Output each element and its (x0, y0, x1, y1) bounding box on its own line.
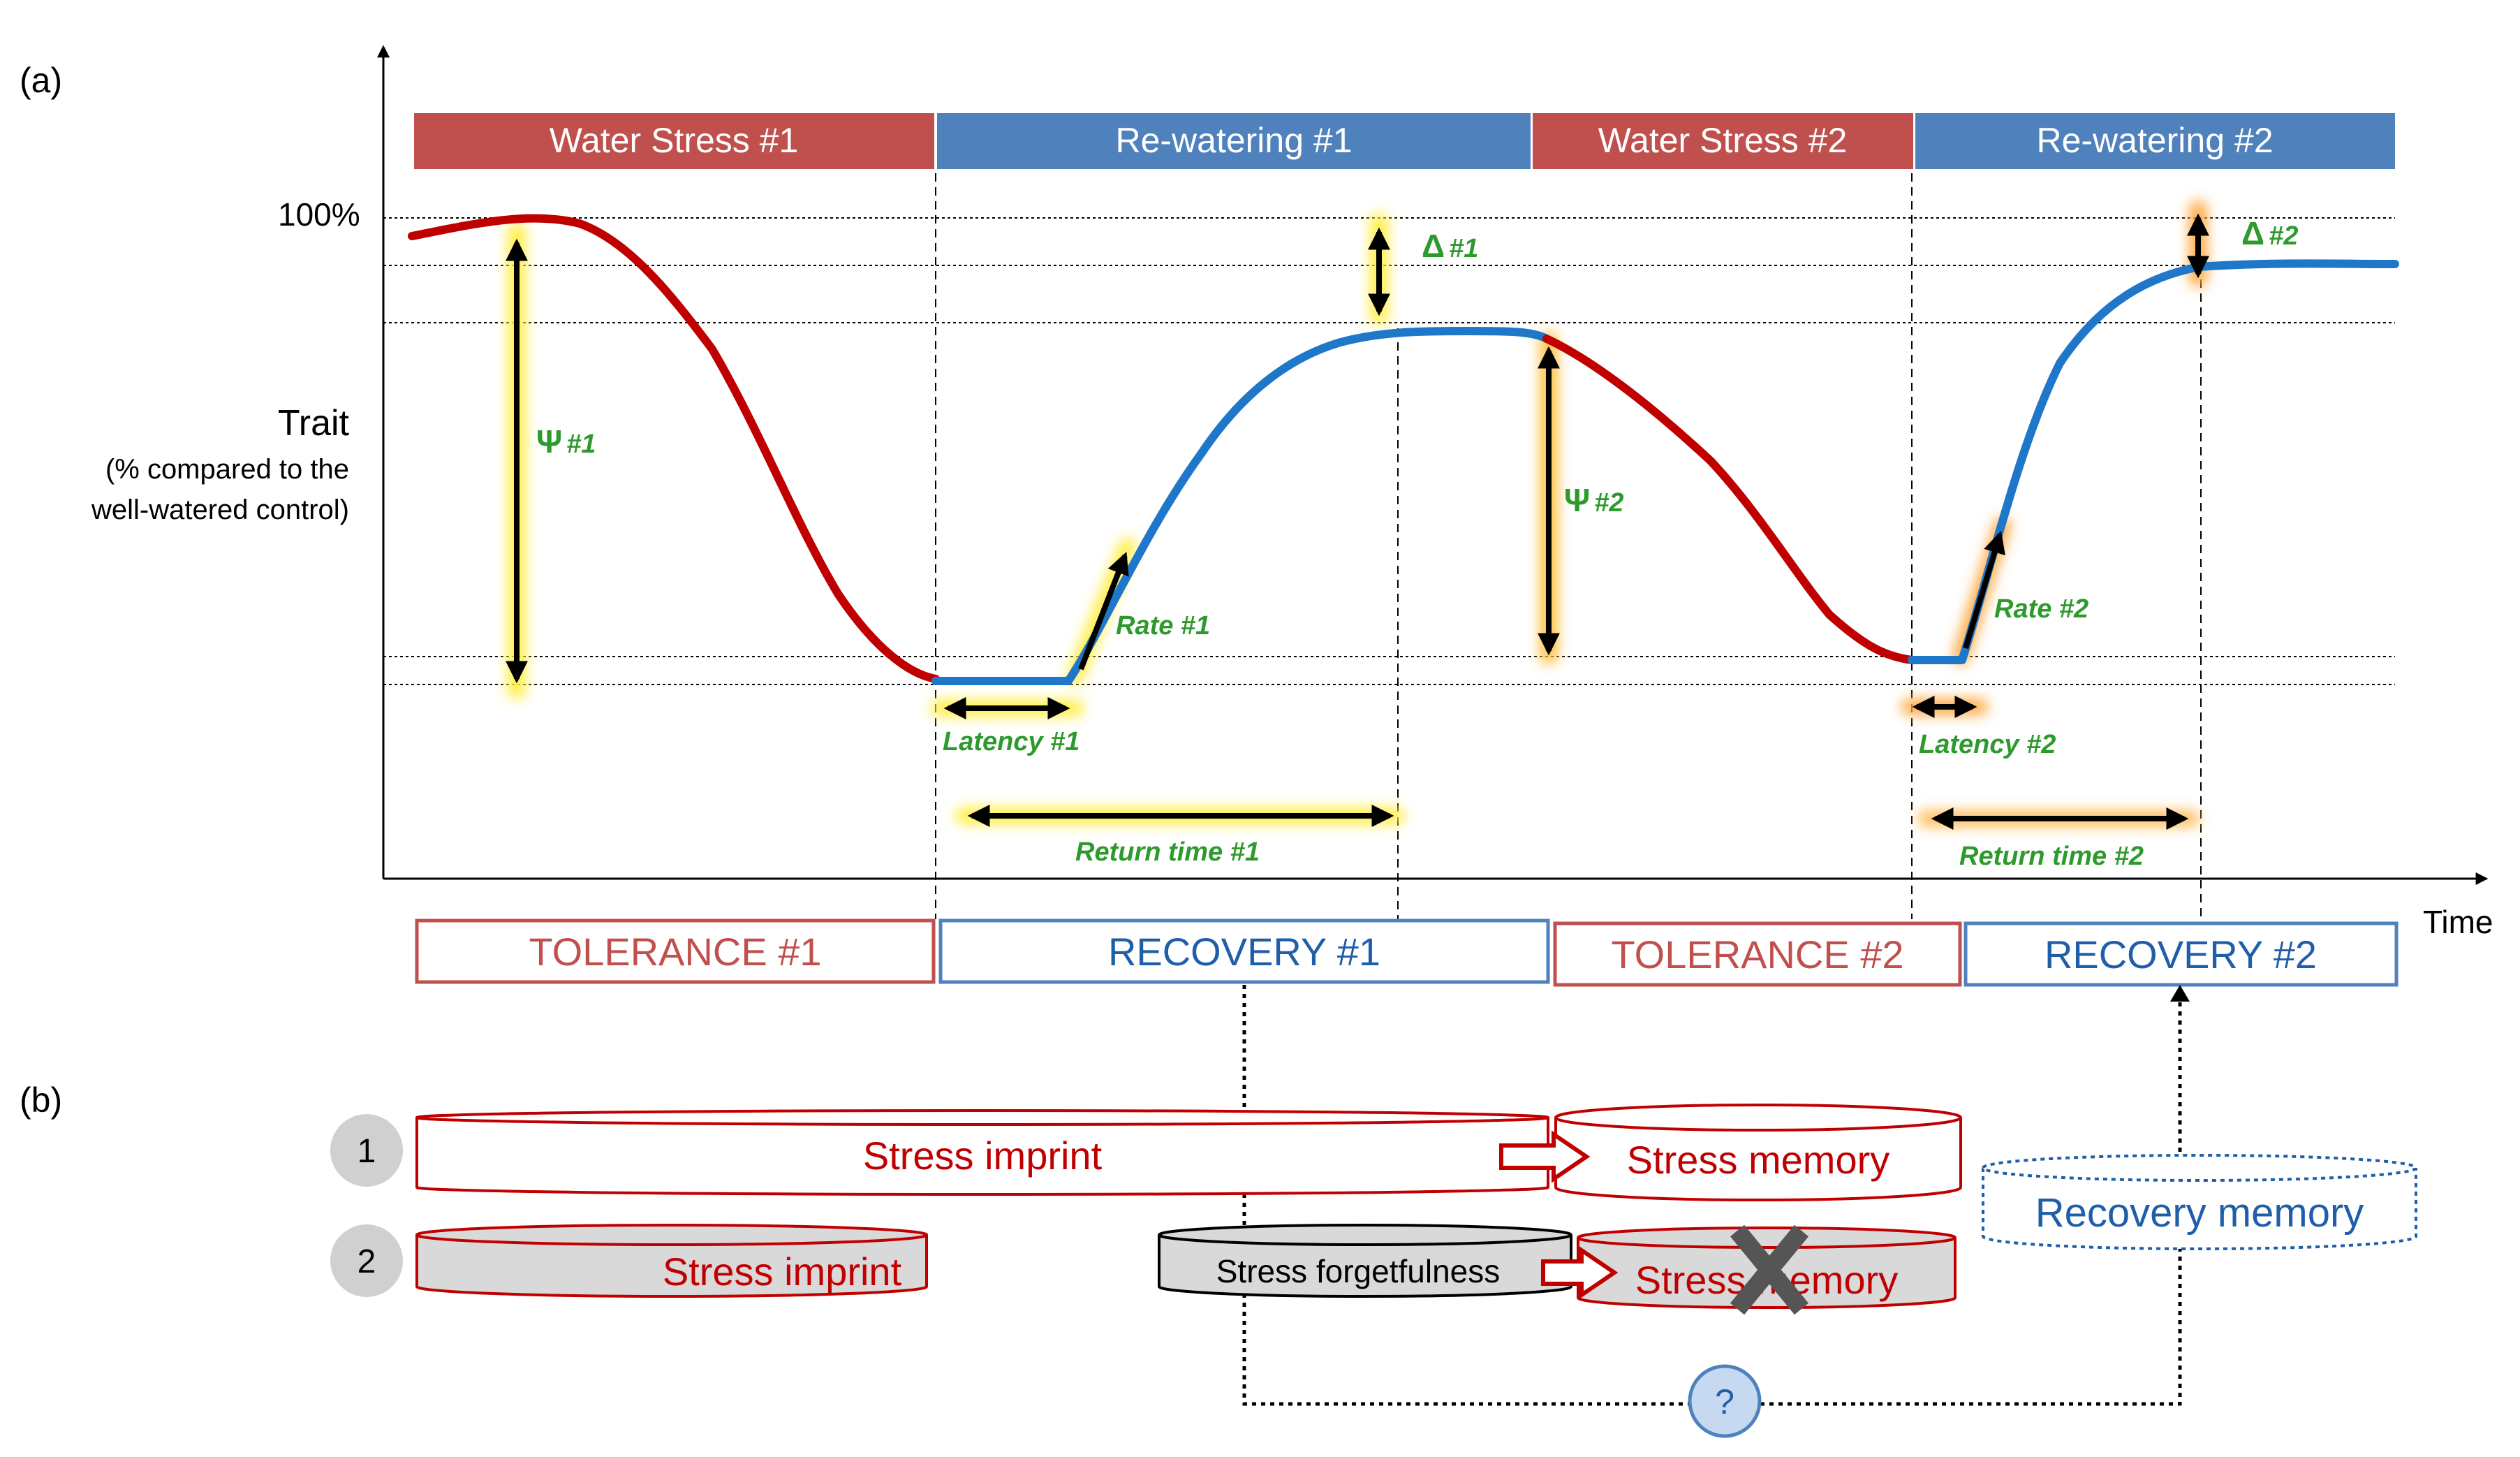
recovery-2-label: RECOVERY #2 (2044, 932, 2317, 976)
scenario-1-stress-memory: Stress memory (1554, 1104, 1962, 1201)
phase-label-water-stress-2: Water Stress #2 (1598, 121, 1848, 160)
axes (377, 45, 2489, 885)
recovery-memory-cylinder: Recovery memory (1982, 1154, 2417, 1250)
return-time-2-label: Return time #2 (1959, 842, 2144, 871)
svg-text:1: 1 (358, 1133, 376, 1170)
y-axis-sublabel-1: (% compared to the (105, 454, 349, 485)
metric-labels: Ψ #1 Δ #1 Rate #1 Latency #1 Return time #… (536, 215, 2298, 871)
phase-bar-rewatering-1 (937, 113, 1531, 169)
tolerance-1-box (415, 918, 936, 984)
recovery-1-box (938, 918, 1550, 984)
rate-2-arrow (1963, 530, 2005, 650)
rate-2-label: Rate #2 (1994, 594, 2088, 624)
psi-2-label: Ψ #2 (1564, 482, 1624, 518)
reference-lines (383, 217, 2395, 685)
rate-1-label: Rate #1 (1116, 611, 1210, 640)
scenario-2-stress-forgetfulness: Stress forgetfulness (1158, 1224, 1572, 1298)
psi-1-label: Ψ #1 (536, 423, 596, 460)
phase-bar-rewatering-2 (1915, 113, 2395, 169)
scenario-2-stress-imprint: Stress imprint (415, 1224, 928, 1298)
svg-text:Recovery memory: Recovery memory (2035, 1190, 2364, 1236)
question-mark-icon: ? (1688, 1364, 1762, 1438)
tolerance-2-label: TOLERANCE #2 (1611, 932, 1903, 976)
measurement-arrows (506, 213, 2209, 830)
latency-1-label: Latency #1 (943, 727, 1080, 756)
tolerance-2-box (1553, 921, 1962, 987)
y-axis-label: Trait (278, 403, 350, 444)
svg-text:Stress imprint: Stress imprint (863, 1134, 1103, 1178)
panel-a-label: (a) (20, 61, 62, 100)
svg-text:Stress imprint: Stress imprint (663, 1250, 902, 1294)
scenario-2-transfer-arrow (1541, 1246, 1619, 1299)
y-axis-tick-100: 100% (278, 196, 360, 233)
svg-text:?: ? (1715, 1382, 1734, 1421)
tolerance-1-label: TOLERANCE #1 (529, 930, 821, 974)
phase-bar-water-stress-1 (414, 113, 934, 169)
svg-text:2: 2 (358, 1243, 376, 1280)
svg-text:Stress forgetfulness: Stress forgetfulness (1216, 1253, 1501, 1289)
scenario-1-badge: 1 (330, 1114, 403, 1187)
phase-bar-water-stress-2 (1533, 113, 1913, 169)
phase-label-rewatering-1: Re-watering #1 (1115, 121, 1352, 160)
phase-label-rewatering-2: Re-watering #2 (2036, 121, 2273, 160)
delta-1-label: Δ #1 (1422, 228, 1478, 264)
arrow-glows (508, 200, 2207, 827)
phase-bars: Water Stress #1 Re-watering #1 Water Str… (414, 113, 2395, 169)
recovery-2-box (1963, 921, 2399, 987)
panel-b-label: (b) (20, 1081, 62, 1120)
rate-1-arrow (1078, 552, 1129, 671)
scenario-1-stress-imprint: Stress imprint (415, 1109, 1549, 1196)
scenario-2-badge: 2 (330, 1224, 403, 1297)
trait-curve (408, 214, 2399, 685)
cross-out-icon (1730, 1224, 1809, 1315)
curve-stress-2 (1542, 335, 1916, 664)
phase-label-water-stress-1: Water Stress #1 (550, 121, 799, 160)
return-time-1-label: Return time #1 (1075, 837, 1260, 867)
svg-text:Stress memory: Stress memory (1627, 1138, 1890, 1182)
scenario-1-transfer-arrow (1499, 1130, 1591, 1183)
connector-arrowhead (2170, 985, 2190, 1002)
curve-stress-1 (408, 214, 940, 683)
x-axis-label: Time (2423, 904, 2493, 940)
latency-2-label: Latency #2 (1919, 730, 2056, 759)
delta-2-label: Δ #2 (2241, 215, 2298, 251)
curve-recovery-1 (1064, 327, 1551, 685)
recovery-1-label: RECOVERY #1 (1108, 930, 1380, 974)
outcome-boxes: TOLERANCE #1 RECOVERY #1 TOLERANCE #2 RE… (415, 918, 2399, 987)
y-axis-sublabel-2: well-watered control) (91, 495, 349, 525)
